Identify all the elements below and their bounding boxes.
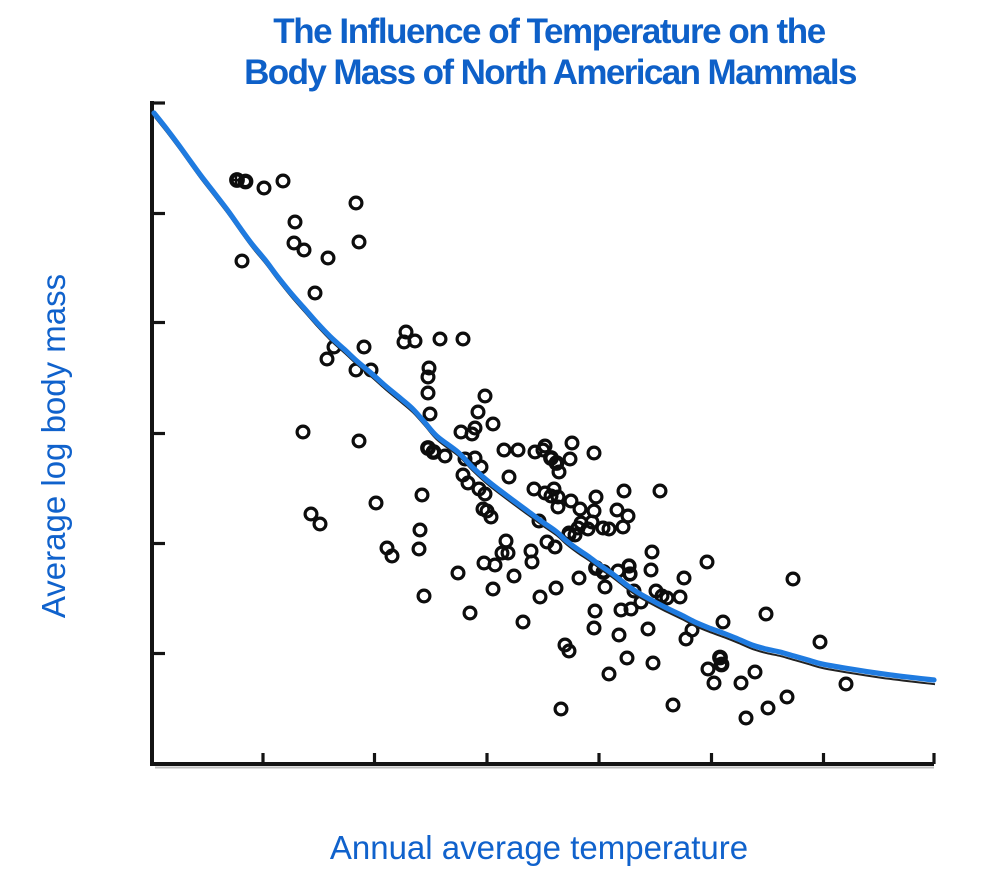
svg-text:Average log body mass: Average log body mass <box>35 274 72 618</box>
svg-text:Annual average temperature: Annual average temperature <box>330 829 748 866</box>
svg-text:Body Mass of North American Ma: Body Mass of North American Mammals <box>244 53 857 92</box>
svg-text:The Influence of Temperature o: The Influence of Temperature on the <box>273 12 825 51</box>
